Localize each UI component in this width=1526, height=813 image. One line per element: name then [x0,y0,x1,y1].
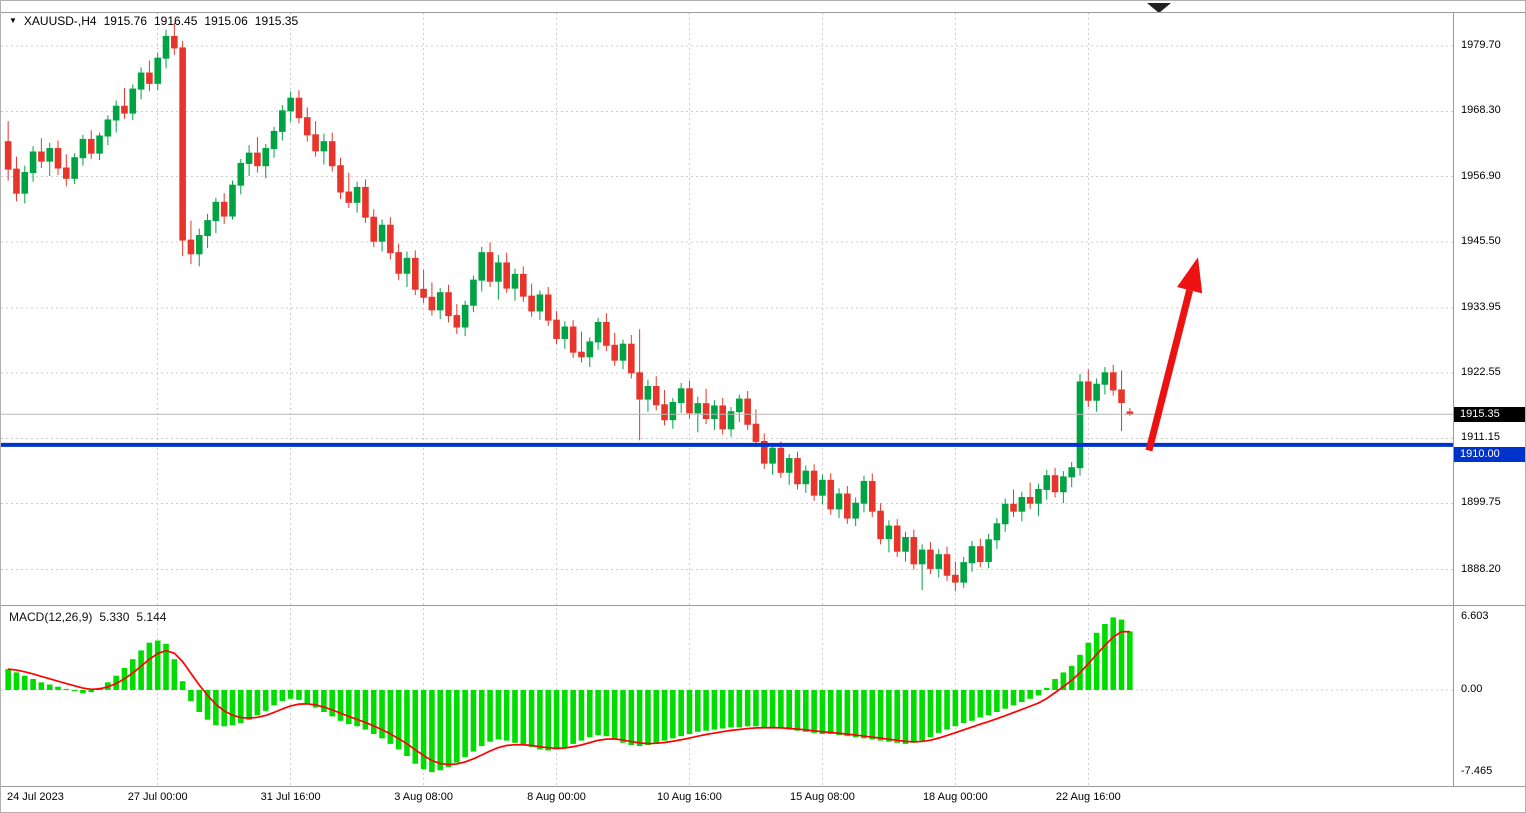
time-axis-label: 3 Aug 08:00 [394,791,453,803]
macd-signal-value: 5.144 [136,610,167,624]
macd-histogram [5,617,1133,773]
close-value: 1915.35 [254,14,299,28]
trend-arrow-head[interactable] [1177,257,1203,294]
time-axis-label: 22 Aug 16:00 [1055,791,1121,803]
chart-shift-marker[interactable] [1147,3,1171,13]
time-axis-label: 10 Aug 16:00 [657,791,722,803]
high-value: 1916.45 [154,14,198,28]
time-axis-label: 31 Jul 16:00 [260,791,321,803]
chart-ohlc-header: ▼ XAUUSD-,H4 1915.76 1916.45 1915.06 191… [9,14,298,28]
candlesticks [4,22,1134,592]
price-lines [1,413,1453,447]
macd-indicator-header: MACD(12,26,9) 5.330 5.144 [9,610,166,624]
time-axis-label: 24 Jul 2023 [7,791,64,803]
gridlines [1,13,1453,786]
price-axis-label: 1911.15 [1461,431,1500,444]
macd-axis-label: -7.465 [1461,765,1493,778]
hline-price-label: 1910.00 [1454,446,1525,462]
symbol-timeframe: XAUUSD-,H4 [23,14,97,28]
macd-axis-label: 0.00 [1461,683,1483,695]
price-axis-label: 1899.75 [1461,496,1501,509]
bid-price-value: 1915.35 [1460,407,1500,420]
price-axis[interactable]: 1979.70 1968.30 1956.90 1945.50 1933.95 1922.… [1453,1,1525,812]
price-axis-label: 1979.70 [1461,39,1501,52]
hline-price-value: 1910.00 [1460,447,1500,460]
price-axis-label: 1933.95 [1461,300,1501,313]
time-axis[interactable]: 24 Jul 2023 27 Jul 00:00 31 Jul 16:00 3 Aug… [1,787,1525,812]
low-value: 1915.06 [204,14,248,28]
trend-arrow-shaft[interactable] [1145,289,1194,452]
price-axis-label: 1945.50 [1461,234,1501,247]
annotations [1145,3,1203,452]
price-axis-label: 1922.55 [1461,366,1501,379]
macd-indicator-label: MACD(12,26,9) [9,610,93,624]
time-axis-label: 27 Jul 00:00 [127,791,188,803]
time-axis-label: 8 Aug 00:00 [527,791,586,803]
bid-price-label: 1915.35 [1454,406,1525,422]
time-axis-label: 15 Aug 08:00 [789,791,855,803]
macd-axis-label: 6.603 [1461,610,1489,623]
time-axis-label: 18 Aug 00:00 [922,791,988,803]
price-axis-label: 1968.30 [1461,104,1501,117]
open-value: 1915.76 [103,14,147,28]
panel-separators [1,12,1525,787]
macd-main-value: 5.330 [99,610,130,624]
price-axis-label: 1888.20 [1461,562,1501,575]
symbol-dropdown-icon[interactable]: ▼ [9,16,17,25]
macd-signal-line [8,630,1130,766]
price-axis-label: 1956.90 [1461,169,1501,182]
